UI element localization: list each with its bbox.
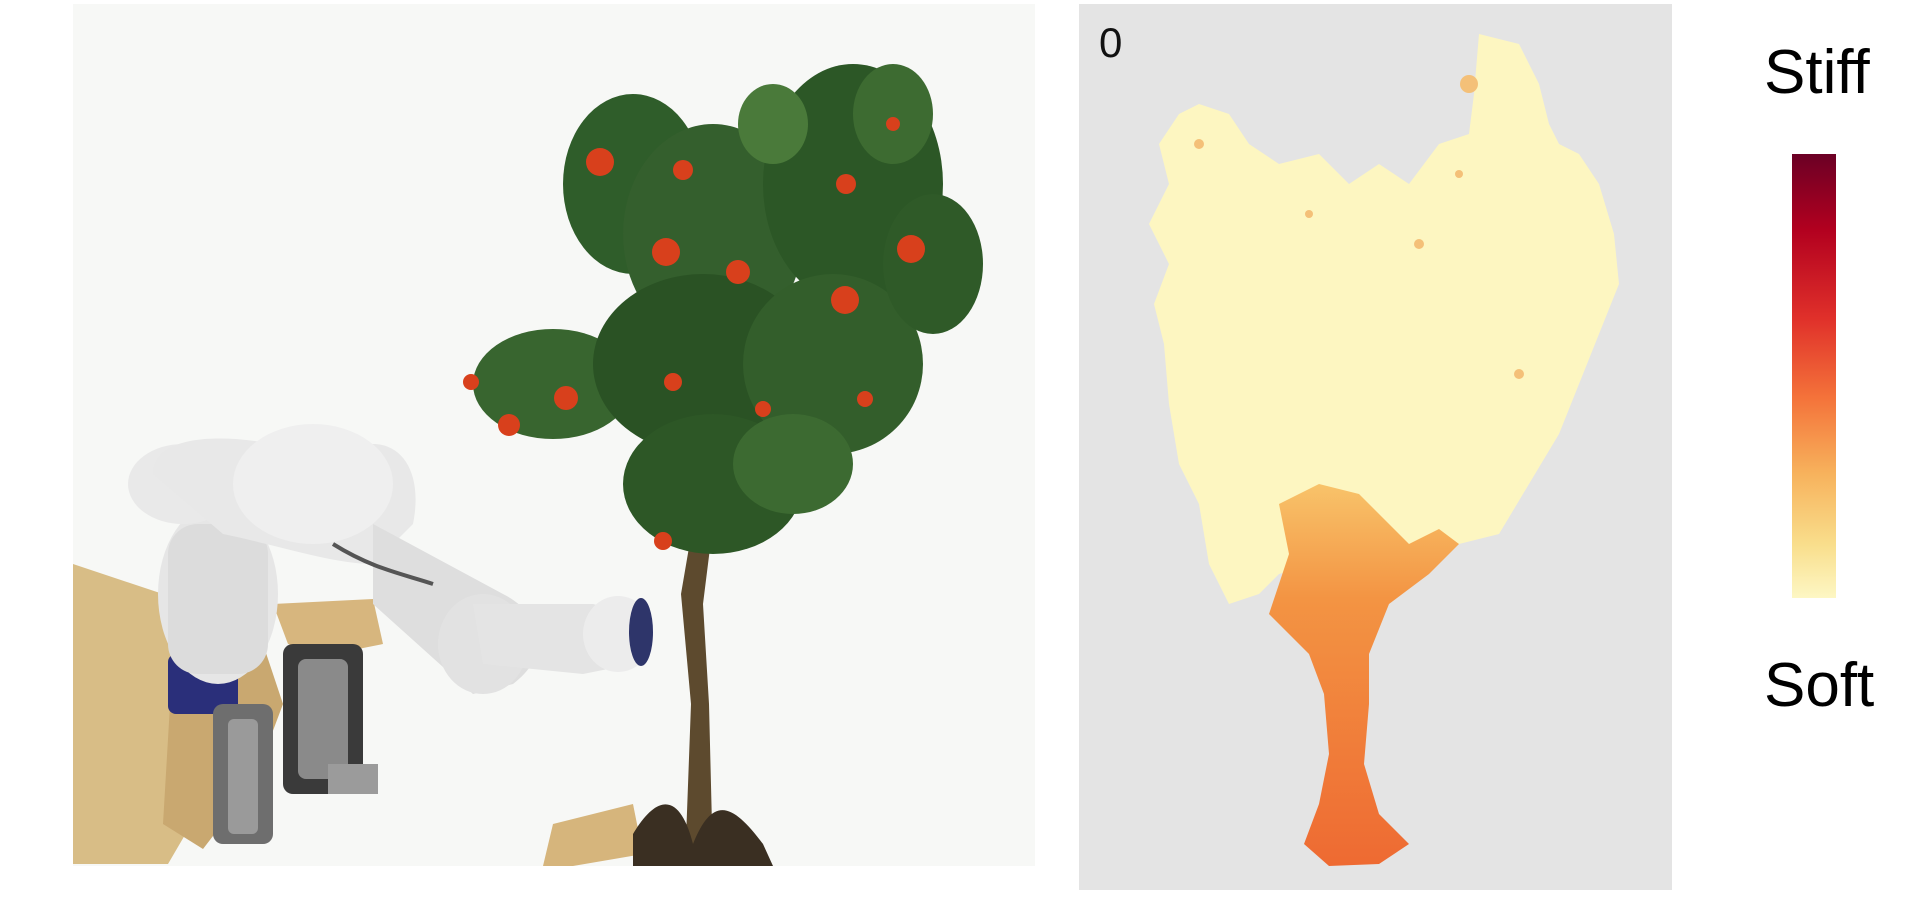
scene-photo xyxy=(73,4,1035,866)
frame-label: 0 xyxy=(1099,19,1123,66)
legend-bottom-label: Soft xyxy=(1764,651,1875,720)
canopy-region xyxy=(1149,34,1619,604)
trunk-region xyxy=(1269,484,1459,866)
stiffness-point-cloud xyxy=(1149,34,1619,866)
speckles xyxy=(1194,75,1524,379)
colorbar xyxy=(1792,154,1836,598)
stiffness-legend: Stiff Soft xyxy=(1740,0,1920,900)
stiffness-map: 0 xyxy=(1079,4,1672,890)
tree-foliage xyxy=(473,64,983,554)
robot-arm-and-orange-tree-image xyxy=(73,64,983,866)
legend-top-label: Stiff xyxy=(1764,38,1870,107)
robot-base xyxy=(168,644,378,844)
robot-arm xyxy=(128,424,653,694)
orange-fruits xyxy=(463,117,925,550)
